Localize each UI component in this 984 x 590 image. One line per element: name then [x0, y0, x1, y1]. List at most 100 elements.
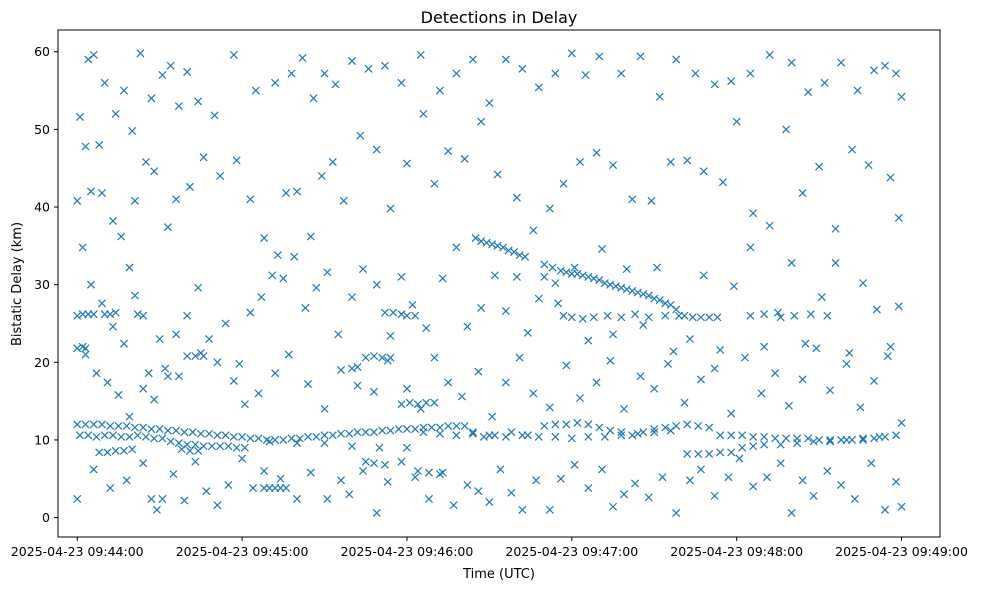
x-axis: 2025-04-23 09:44:00 2025-04-23 09:45:00 20…	[11, 537, 968, 559]
data-point	[188, 428, 197, 437]
data-point	[235, 359, 244, 368]
data-point	[633, 429, 642, 438]
data-point	[81, 344, 90, 353]
data-point	[650, 294, 659, 303]
data-point	[562, 361, 571, 370]
data-point	[224, 442, 233, 451]
data-point	[155, 425, 164, 434]
data-point	[73, 311, 82, 320]
data-point	[89, 420, 98, 429]
data-point	[606, 280, 615, 289]
data-point	[147, 94, 156, 103]
data-point	[312, 283, 321, 292]
data-point	[89, 50, 98, 59]
data-point	[81, 142, 90, 151]
data-point	[485, 498, 494, 507]
data-point	[493, 170, 502, 179]
data-point	[174, 372, 183, 381]
data-point	[361, 353, 370, 362]
data-point	[650, 384, 659, 393]
data-point	[584, 336, 593, 345]
data-point	[216, 171, 225, 180]
data-point	[787, 258, 796, 267]
data-point	[119, 339, 128, 348]
data-point	[501, 307, 510, 316]
data-point	[386, 331, 395, 340]
data-point	[229, 50, 238, 59]
data-point	[372, 280, 381, 289]
data-point	[784, 401, 793, 410]
data-point	[260, 234, 269, 243]
data-point	[592, 378, 601, 387]
data-point	[630, 479, 640, 488]
data-point	[364, 64, 373, 73]
data-point	[372, 145, 381, 154]
data-point	[765, 50, 774, 59]
data-point	[628, 286, 637, 295]
data-point	[848, 145, 857, 154]
data-point	[282, 484, 291, 493]
data-point	[831, 258, 840, 267]
data-point	[130, 423, 139, 432]
data-point	[133, 431, 142, 440]
data-point	[97, 299, 106, 308]
data-point	[210, 111, 219, 120]
data-point	[95, 448, 104, 457]
data-point	[147, 425, 156, 434]
data-point	[699, 271, 708, 280]
data-point	[699, 167, 708, 176]
data-point	[177, 445, 186, 454]
data-point	[493, 241, 502, 250]
data-point	[358, 466, 368, 476]
data-point	[457, 392, 466, 401]
data-point	[369, 352, 379, 361]
data-point	[320, 69, 329, 78]
data-point	[746, 69, 755, 78]
data-point	[452, 243, 461, 252]
data-point	[658, 473, 667, 482]
data-point	[430, 398, 439, 407]
data-point	[518, 505, 527, 514]
data-point	[174, 439, 183, 448]
y-tick-label: 30	[34, 277, 50, 292]
data-point	[279, 435, 288, 444]
data-point	[468, 428, 477, 437]
data-point	[213, 358, 222, 367]
data-point	[892, 69, 901, 78]
data-point	[397, 78, 406, 87]
data-point	[477, 117, 486, 126]
data-point	[655, 92, 664, 101]
data-point	[89, 465, 98, 474]
data-point	[402, 425, 411, 434]
data-point	[710, 491, 719, 500]
data-point	[449, 501, 458, 510]
data-point	[273, 251, 282, 260]
x-tick-label: 2025-04-23 09:46:00	[341, 544, 474, 559]
data-point	[163, 372, 172, 381]
data-point	[576, 157, 585, 167]
data-point	[249, 484, 258, 493]
data-point	[515, 251, 524, 260]
data-point	[650, 428, 659, 437]
data-point	[106, 310, 115, 319]
data-point	[108, 322, 117, 331]
data-point	[139, 384, 148, 393]
data-point	[746, 243, 755, 252]
data-point	[859, 434, 868, 443]
data-point	[221, 319, 230, 328]
data-point	[545, 204, 554, 213]
data-point	[760, 440, 769, 449]
data-point	[411, 425, 420, 434]
data-point	[661, 311, 670, 320]
data-point	[304, 432, 313, 441]
data-point	[174, 102, 183, 111]
data-point	[196, 348, 205, 358]
data-point	[152, 505, 161, 514]
data-point	[584, 272, 593, 281]
data-point	[413, 466, 422, 476]
data-point	[881, 505, 890, 514]
data-point	[336, 429, 346, 438]
data-point	[246, 195, 255, 204]
data-point	[229, 376, 238, 385]
